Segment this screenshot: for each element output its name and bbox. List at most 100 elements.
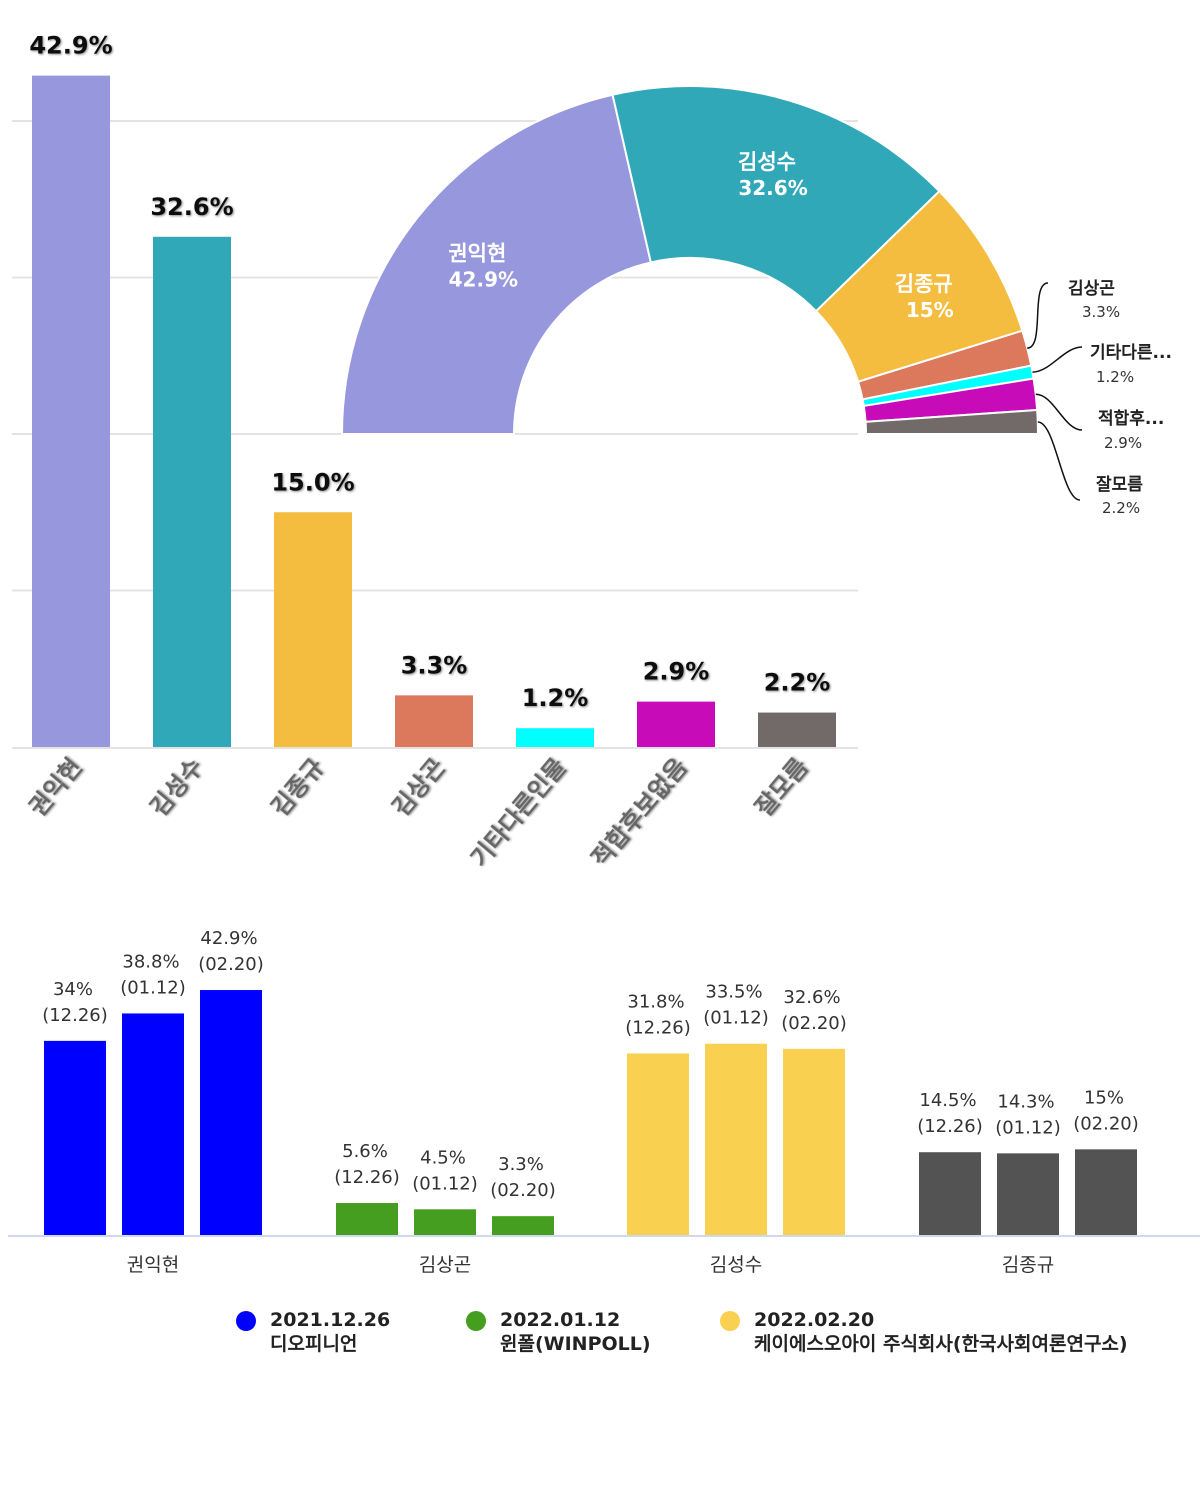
legend-date: 2022.01.12 <box>500 1309 621 1331</box>
top-chart: 권익현42.9%김성수32.6%김종규15%김상곤3.3%기타다른...1.2%… <box>12 32 1172 872</box>
bar-김종규 <box>1075 1149 1137 1235</box>
top-bar-labels: 42.9% 32.6% 15.0% 3.3% 1.2% 2.9% 2.2% <box>29 32 830 713</box>
data-label-date: (01.12) <box>412 1173 478 1194</box>
data-label-value: 3.3% <box>498 1154 544 1175</box>
slice-value: 15% <box>906 298 954 322</box>
bar-김상곤 <box>492 1216 554 1235</box>
x-tick-label: 권익현 <box>24 753 88 822</box>
data-label: 2.2% <box>764 669 831 697</box>
x-tick-label: 적합후보없음 <box>586 753 693 872</box>
data-label: 3.3% <box>401 651 468 679</box>
legend-org: 디오피니언 <box>270 1333 358 1355</box>
slice-label: 적합후... <box>1098 408 1164 429</box>
bottom-x-tick-labels: 권익현 김상곤 김성수 김종규 <box>127 1254 1054 1276</box>
data-label-value: 14.3% <box>997 1091 1054 1112</box>
data-label-date: (02.20) <box>490 1180 556 1201</box>
leader-line <box>1037 421 1081 501</box>
data-label-value: 32.6% <box>783 987 840 1008</box>
slice-label: 잘모름 <box>1096 474 1143 495</box>
slice-김성수 <box>611 85 941 313</box>
legend-item-1[interactable]: 2021.12.26 디오피니언 <box>236 1308 466 1356</box>
data-label: 15.0% <box>271 468 354 496</box>
data-label-date: (01.12) <box>995 1117 1061 1138</box>
legend-org: 케이에스오아이 주식회사(한국사회여론연구소) <box>754 1333 1128 1355</box>
slice-label: 김종규 <box>895 272 953 296</box>
leader-line <box>1035 393 1083 431</box>
data-label-date: (12.26) <box>42 1005 108 1026</box>
legend-item-2[interactable]: 2022.01.12 윈폴(WINPOLL) <box>466 1308 720 1356</box>
data-label: 42.9% <box>29 32 112 60</box>
legend-date: 2021.12.26 <box>270 1309 391 1331</box>
data-label-date: (02.20) <box>781 1013 847 1034</box>
x-tick-label: 기타다른인물 <box>465 753 572 872</box>
data-label-date: (12.26) <box>917 1116 983 1137</box>
data-label-value: 4.5% <box>420 1147 466 1168</box>
slice-value: 3.3% <box>1082 303 1120 321</box>
bottom-chart: 34% (12.26) 38.8% (01.12) 42.9% (02.20) 5.6% (1… <box>8 928 1200 1276</box>
data-label: 32.6% <box>150 193 233 221</box>
bottom-bar-labels: 34% (12.26) 38.8% (01.12) 42.9% (02.20) 5.6% (1… <box>42 928 1139 1201</box>
legend: 2021.12.26 디오피니언 2022.01.12 윈폴(WINPOLL) … <box>236 1308 1200 1356</box>
legend-dot-icon <box>236 1311 256 1331</box>
data-label-date: (02.20) <box>198 954 264 975</box>
bar-김종규 <box>997 1153 1059 1235</box>
data-label-date: (02.20) <box>1073 1113 1139 1134</box>
bar-김성수 <box>627 1053 689 1235</box>
legend-date: 2022.02.20 <box>754 1309 875 1331</box>
slice-label: 권익현 <box>448 241 506 265</box>
slice-label: 기타다른... <box>1090 343 1172 363</box>
bar-김상곤 <box>336 1203 398 1235</box>
slice-label: 김상곤 <box>1068 279 1115 299</box>
bar-김상곤 <box>395 695 473 747</box>
leader-line <box>1032 346 1083 373</box>
x-tick-label: 잘모름 <box>750 753 814 822</box>
slice-value: 32.6% <box>738 176 807 200</box>
x-tick-label: 김종규 <box>1002 1254 1054 1276</box>
data-label: 1.2% <box>522 684 589 712</box>
data-label-value: 34% <box>53 979 93 1000</box>
bar-기타다른인물 <box>516 728 594 747</box>
data-label: 2.9% <box>643 658 710 686</box>
data-label-date: (01.12) <box>120 977 186 998</box>
bar-권익현 <box>44 1040 106 1235</box>
data-label-date: (01.12) <box>703 1008 769 1029</box>
bar-권익현 <box>122 1013 184 1235</box>
bar-적합후보없음 <box>637 701 715 747</box>
bar-김성수 <box>153 236 231 747</box>
data-label-value: 33.5% <box>705 982 762 1003</box>
top-x-tick-labels: 권익현 김성수 김종규 김상곤 기타다른인물 적합후보없음 잘모름 <box>24 753 814 872</box>
slice-권익현 <box>340 93 653 435</box>
data-label-date: (12.26) <box>334 1167 400 1188</box>
x-tick-label: 김종규 <box>266 753 330 822</box>
x-tick-label: 김성수 <box>710 1254 762 1276</box>
bottom-bars <box>8 990 1200 1237</box>
slice-잘모름 <box>864 408 1040 435</box>
bar-권익현 <box>32 75 110 748</box>
bar-김종규 <box>919 1152 981 1235</box>
leader-line <box>1027 282 1049 349</box>
bar-권익현 <box>200 990 262 1235</box>
x-tick-label: 김상곤 <box>419 1254 471 1276</box>
legend-dot-icon <box>720 1311 740 1331</box>
slice-value: 1.2% <box>1096 368 1134 386</box>
bar-잘모름 <box>758 712 836 747</box>
top-bars <box>32 75 836 748</box>
legend-dot-icon <box>466 1311 486 1331</box>
data-label-value: 14.5% <box>919 1090 976 1111</box>
data-label-date: (12.26) <box>625 1017 691 1038</box>
slice-value: 42.9% <box>449 267 518 291</box>
x-tick-label: 김성수 <box>145 753 209 822</box>
data-label-value: 38.8% <box>122 951 179 972</box>
legend-org: 윈폴(WINPOLL) <box>500 1333 651 1355</box>
bar-김성수 <box>783 1048 845 1235</box>
data-label-value: 31.8% <box>627 991 684 1012</box>
slice-value: 2.2% <box>1102 499 1140 517</box>
bar-김성수 <box>705 1043 767 1235</box>
data-label-value: 15% <box>1084 1087 1124 1108</box>
data-label-value: 5.6% <box>342 1141 388 1162</box>
x-tick-label: 김상곤 <box>387 753 451 822</box>
bar-김종규 <box>274 512 352 747</box>
legend-item-3[interactable]: 2022.02.20 케이에스오아이 주식회사(한국사회여론연구소) <box>720 1308 1200 1356</box>
slice-label: 김성수 <box>738 150 796 174</box>
